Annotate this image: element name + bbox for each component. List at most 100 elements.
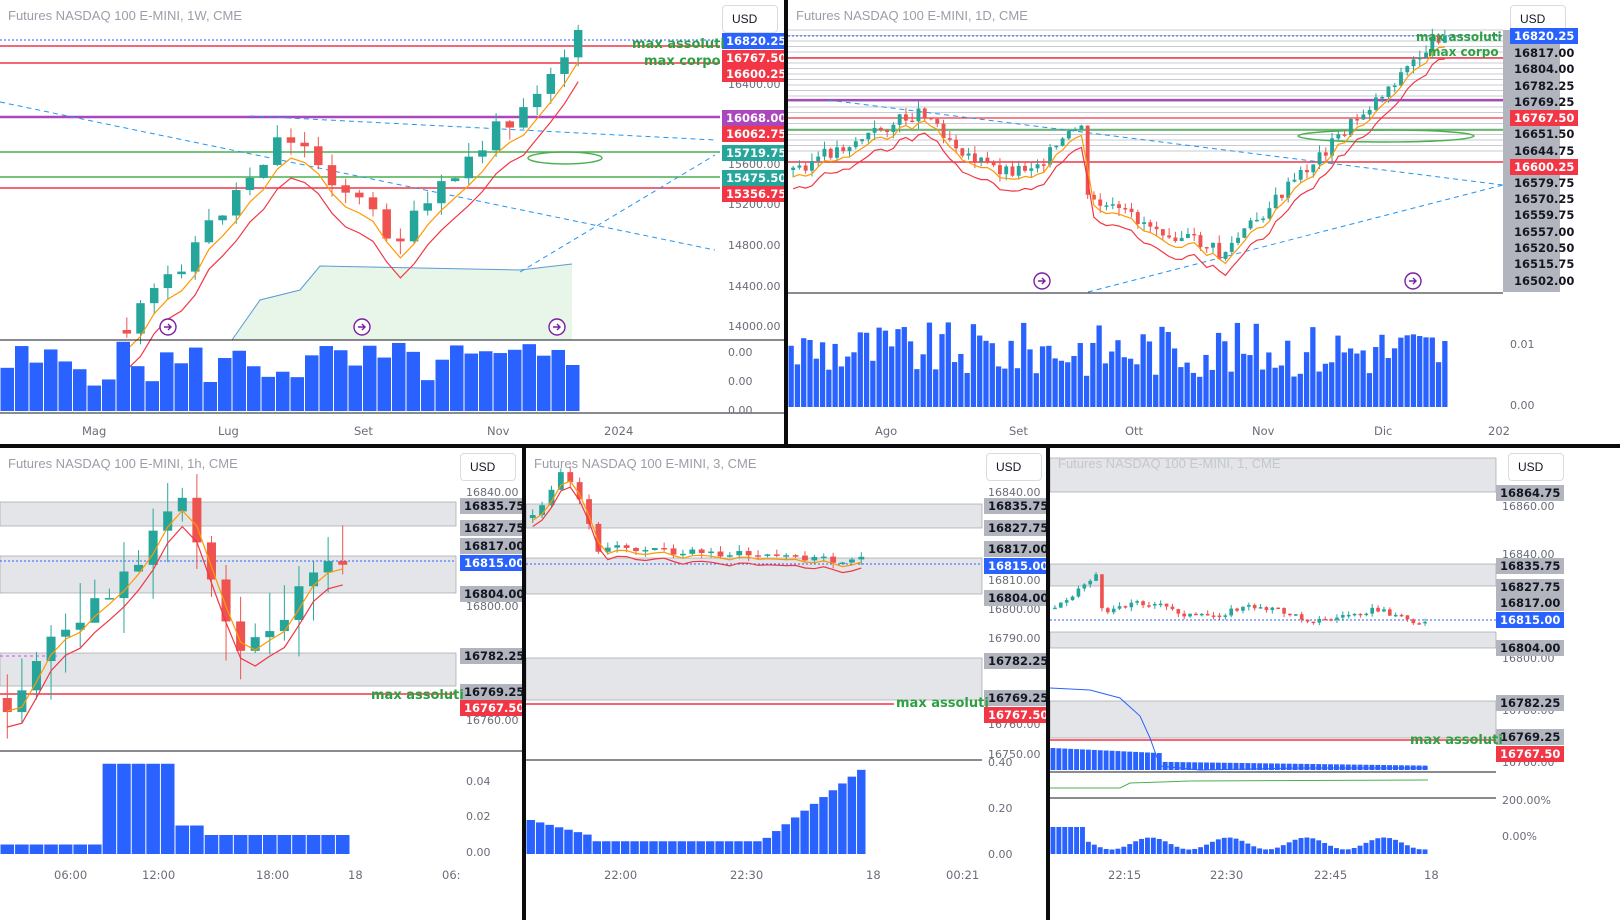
volume-bar [174, 363, 188, 411]
volume-bar [29, 362, 43, 411]
candle [755, 555, 761, 557]
volume-bar [1322, 363, 1329, 407]
volume-bar [1274, 847, 1280, 854]
chart-canvas-1d[interactable] [788, 0, 1620, 444]
volume-bar [1062, 748, 1068, 770]
volume-bar [190, 825, 204, 854]
candle [1299, 614, 1304, 620]
level-tag: 16804.00 [984, 590, 1046, 606]
candle [104, 598, 114, 600]
volume-bar [1228, 371, 1234, 407]
volume-bar [734, 841, 743, 854]
candle [941, 123, 946, 139]
volume-scale-label: 0.00 [728, 404, 753, 417]
currency-button[interactable]: USD [722, 5, 778, 33]
volume-bar [1085, 841, 1091, 854]
candle [1254, 219, 1259, 222]
volume-bar [247, 366, 261, 411]
candle [689, 549, 696, 554]
volume-bar [263, 835, 277, 854]
highlight-ellipse [1297, 129, 1475, 143]
volume-bar [989, 343, 995, 407]
candle [1348, 119, 1353, 136]
chart-canvas-1w[interactable] [0, 0, 784, 444]
candle [163, 274, 173, 289]
chart-panel-1w[interactable]: Futures NASDAQ 100 E-MINI, 1W, CME USD 1… [0, 0, 784, 444]
currency-button[interactable]: USD [460, 453, 516, 481]
volume-bar [1221, 837, 1227, 854]
chart-panel-1h[interactable]: Futures NASDAQ 100 E-MINI, 1h, CME USD 1… [0, 448, 522, 920]
candle [148, 530, 158, 565]
zone-band [526, 657, 983, 701]
candle [960, 148, 965, 156]
candle [250, 637, 260, 651]
volume-bar [146, 763, 160, 854]
volume-bar [1304, 837, 1310, 854]
candle [670, 548, 677, 555]
volume-bar [1259, 369, 1266, 407]
candle [991, 161, 996, 166]
chart-canvas-1m[interactable] [1050, 448, 1620, 920]
candle [1211, 242, 1215, 248]
ma-line [7, 509, 343, 712]
chart-panel-1m[interactable]: Futures NASDAQ 100 E-MINI, 1, CME USD 16… [1050, 448, 1620, 920]
volume-bar [392, 342, 406, 411]
price-scale-label: 16760.00 [466, 714, 519, 727]
candle [1148, 222, 1153, 227]
candle [916, 108, 921, 122]
volume-bar [1046, 345, 1052, 407]
volume-bar [1247, 355, 1253, 407]
candle [797, 165, 802, 168]
volume-bar [1083, 375, 1090, 407]
volume-bar [292, 835, 306, 854]
level-tag: 16827.75 [1496, 579, 1565, 595]
volume-bar [319, 346, 333, 411]
volume-bar [1341, 352, 1347, 407]
candle [177, 271, 186, 275]
volume-bar [1422, 765, 1428, 770]
volume-bar [800, 810, 809, 854]
volume-bar [1080, 749, 1085, 770]
chart-canvas-1h[interactable] [0, 448, 522, 920]
volume-bar [1146, 341, 1153, 407]
volume-bar [1298, 838, 1304, 854]
chart-panel-1d[interactable]: Futures NASDAQ 100 E-MINI, 1D, CME USD 1… [788, 0, 1620, 444]
candle [708, 551, 714, 554]
candle [623, 545, 630, 548]
candle [595, 523, 602, 552]
volume-bar [696, 841, 705, 854]
volume-bar [630, 841, 639, 854]
volume-bar [131, 366, 145, 411]
candle [985, 157, 990, 162]
candle [134, 564, 144, 572]
chart-canvas-3m[interactable] [526, 448, 1046, 920]
ma-line [532, 486, 862, 574]
candle [1173, 237, 1178, 242]
time-axis-label: 22:15 [1108, 868, 1142, 882]
candle [878, 127, 883, 131]
volume-scale-label: 0.00 [728, 375, 753, 388]
chart-title: Futures NASDAQ 100 E-MINI, 1h, CME [8, 456, 238, 471]
currency-button[interactable]: USD [986, 453, 1042, 481]
volume-bar [1417, 336, 1423, 407]
chart-panel-3m[interactable]: Futures NASDAQ 100 E-MINI, 3, CME USD 16… [526, 448, 1046, 920]
candle [327, 165, 337, 186]
candle [1229, 608, 1234, 616]
candle [1048, 147, 1053, 165]
volume-bar [1150, 837, 1156, 854]
volume-bar [0, 367, 14, 411]
candle [1098, 199, 1103, 206]
candle [505, 121, 515, 128]
volume-bar [1339, 849, 1345, 854]
currency-button[interactable]: USD [1508, 453, 1564, 481]
volume-bar [970, 324, 977, 407]
candle [437, 181, 446, 204]
candle [236, 621, 246, 651]
candle [1223, 251, 1228, 259]
volume-bar [945, 322, 951, 407]
candle [1135, 212, 1140, 224]
candle [464, 156, 473, 179]
volume-bar [845, 356, 851, 407]
volume-bar [189, 347, 203, 411]
candle [1016, 165, 1021, 176]
